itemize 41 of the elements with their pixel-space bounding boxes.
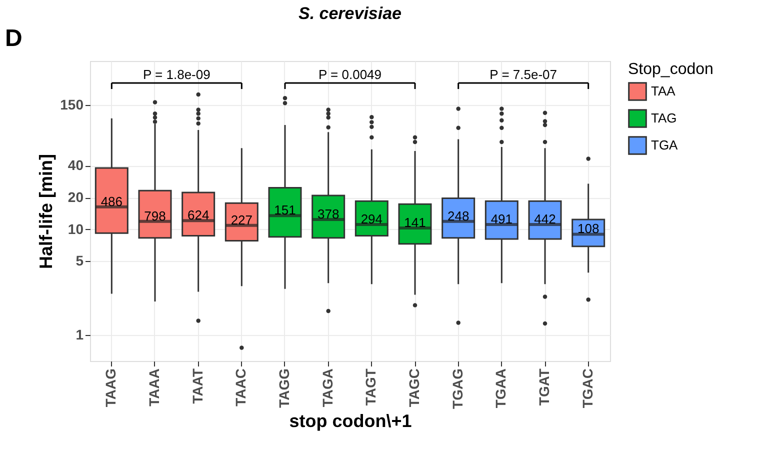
y-tick-label: 1: [76, 326, 84, 343]
y-tick-label: 20: [68, 189, 84, 205]
x-tick-label: TAGT: [362, 368, 379, 406]
annotation: 378: [317, 206, 340, 222]
y-axis-title: Half-life [min]: [36, 154, 56, 269]
legend-label: TAG: [651, 110, 677, 126]
annotation: 491: [490, 212, 513, 227]
y-tick-label: 40: [68, 157, 84, 174]
x-axis-title: stop codon\+1: [289, 410, 412, 431]
annotation: 624: [187, 208, 210, 223]
legend-label: TAA: [651, 84, 676, 98]
y-tick-label: 10: [68, 220, 84, 237]
annotation: 798: [144, 208, 166, 224]
x-tick-label: TGAG: [449, 368, 466, 409]
annotation: 151: [274, 202, 296, 218]
legend-label: TGA: [651, 138, 678, 152]
annotation: 108: [577, 221, 600, 236]
chart-title: S. cerevisiae: [298, 4, 402, 23]
y-tick-label: 150: [60, 96, 84, 112]
legend-title: Stop_codon: [628, 61, 714, 78]
annotation: P = 0.0049: [318, 67, 382, 82]
annotation: 227: [230, 212, 253, 228]
x-tick-label: TAAG: [102, 368, 119, 408]
y-tick-label: 5: [76, 252, 84, 269]
x-tick-label: TAGC: [406, 368, 422, 408]
annotation: 248: [447, 208, 470, 224]
x-tick-label: TGAC: [579, 368, 596, 408]
annotation: P = 1.8e-09: [142, 67, 210, 82]
text: D: [5, 25, 22, 52]
annotation: 486: [100, 194, 123, 209]
x-tick-label: TAAT: [189, 368, 206, 404]
x-tick-label: TGAA: [492, 368, 509, 408]
x-tick-label: TAGA: [319, 368, 336, 408]
x-tick-label: TGAT: [536, 368, 552, 406]
annotation: P = 7.5e-07: [490, 67, 558, 82]
annotation: 442: [534, 212, 556, 227]
x-tick-label: TAAC: [232, 368, 249, 406]
x-tick-label: TAAA: [146, 368, 162, 406]
annotation: 141: [404, 214, 426, 230]
annotation: 294: [360, 212, 383, 227]
x-tick-label: TAGG: [276, 368, 292, 408]
